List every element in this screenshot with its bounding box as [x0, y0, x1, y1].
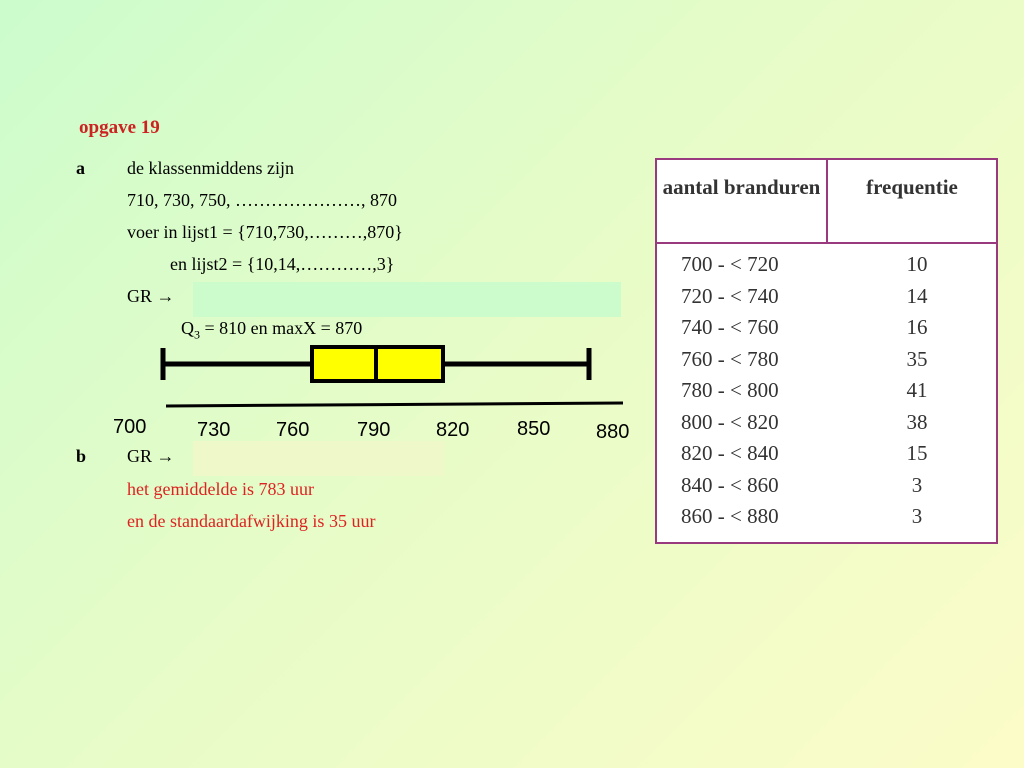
part-b-stdev: en de standaardafwijking is 35 uur — [127, 511, 376, 531]
gr-answer-highlight-b — [193, 441, 445, 476]
class-cell: 820 - < 840 — [681, 441, 779, 465]
frequency-cell: 41 — [906, 378, 928, 402]
arrow-icon: → — [156, 446, 175, 466]
frequency-table: aantal branduren frequentie 700 - < 720 1… — [655, 158, 998, 544]
frequency-cell: 3 — [911, 472, 923, 497]
slide-title: opgave 19 — [79, 117, 160, 138]
axis-tick-880: 880 — [596, 421, 630, 443]
table-row: 840 - < 860 3 — [657, 473, 996, 505]
frequency-cell: 16 — [906, 315, 928, 339]
table-row: 860 - < 880 3 — [657, 504, 996, 536]
table-body: 700 - < 720 10 720 - < 740 14 740 - < 760 1… — [657, 252, 996, 536]
class-cell: 780 - < 800 — [681, 378, 779, 402]
frequency-cell: 14 — [906, 283, 928, 308]
frequency-cell: 35 — [906, 346, 928, 371]
part-a-line-3: voer in lijst1 = {710,730,………,870} — [127, 222, 403, 242]
arrow-icon: → — [156, 286, 175, 306]
axis-tick-700: 700 — [113, 416, 147, 438]
table-row: 800 - < 820 38 — [657, 410, 996, 442]
class-cell: 740 - < 760 — [681, 315, 779, 339]
frequency-cell: 38 — [906, 409, 928, 434]
class-cell: 840 - < 860 — [681, 472, 779, 497]
part-b-gr: GR → — [127, 446, 175, 467]
q3-line: Q3 = 810 en maxX = 870 — [181, 318, 362, 343]
part-b-label: b — [76, 446, 87, 466]
class-cell: 700 - < 720 — [681, 252, 779, 276]
q3-prefix: Q — [181, 318, 194, 338]
part-a-line-1: de klassenmiddens zijn — [127, 158, 294, 178]
part-b-mean: het gemiddelde is 783 uur — [127, 479, 314, 499]
frequency-cell: 3 — [911, 504, 923, 528]
header-divider — [826, 160, 828, 242]
part-a-label: a — [76, 158, 85, 178]
part-a-line-4: en lijst2 = {10,14,…………,3} — [170, 254, 395, 274]
axis-line — [165, 401, 624, 408]
table-row: 820 - < 840 15 — [657, 441, 996, 473]
table-row: 720 - < 740 14 — [657, 284, 996, 316]
frequency-cell: 15 — [906, 441, 928, 465]
axis-tick-820: 820 — [436, 419, 470, 441]
class-cell: 860 - < 880 — [681, 504, 779, 528]
table-row: 700 - < 720 10 — [657, 252, 996, 284]
table-row: 780 - < 800 41 — [657, 378, 996, 410]
part-a-gr: GR → — [127, 286, 175, 307]
axis-tick-790: 790 — [357, 419, 391, 441]
axis-tick-730: 730 — [197, 419, 231, 441]
table-header: aantal branduren frequentie — [657, 160, 996, 244]
table-row: 760 - < 780 35 — [657, 347, 996, 379]
class-cell: 720 - < 740 — [681, 283, 779, 308]
axis-tick-760: 760 — [276, 419, 310, 441]
gr-answer-highlight-a — [193, 282, 621, 317]
frequency-cell: 10 — [906, 252, 928, 276]
part-a-line-2: 710, 730, 750, …………………, 870 — [127, 190, 397, 210]
table-row: 740 - < 760 16 — [657, 315, 996, 347]
boxplot — [160, 345, 624, 408]
header-branduren: aantal branduren — [662, 175, 821, 199]
q3-rest: = 810 en maxX = 870 — [200, 318, 363, 338]
class-cell: 760 - < 780 — [681, 346, 779, 371]
part-b-gr-text: GR — [127, 446, 153, 466]
class-cell: 800 - < 820 — [681, 409, 779, 434]
header-frequentie: frequentie — [866, 175, 958, 199]
part-a-gr-text: GR — [127, 286, 153, 306]
axis-tick-850: 850 — [517, 418, 551, 440]
q3-sub: 3 — [194, 327, 200, 342]
